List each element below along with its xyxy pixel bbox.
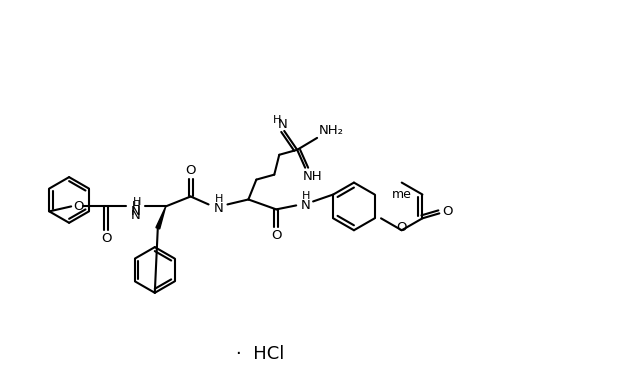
Text: H: H [131,200,140,213]
Text: H: H [132,198,141,207]
Text: O: O [186,164,196,177]
Text: H: H [302,191,310,202]
Text: NH₂: NH₂ [319,124,344,137]
Text: me: me [392,188,412,201]
Text: O: O [73,200,83,213]
Text: N: N [131,209,141,222]
Text: ·  HCl: · HCl [236,345,284,363]
Text: N: N [300,199,310,212]
Text: O: O [442,205,452,218]
Text: NH: NH [302,170,322,183]
Text: N: N [277,119,287,131]
Text: O: O [100,232,111,245]
Polygon shape [156,207,166,229]
Text: H: H [215,194,224,205]
Text: O: O [271,229,282,242]
Text: N: N [214,202,223,215]
Text: O: O [396,221,407,234]
Text: N: N [131,205,141,218]
Text: H: H [273,115,282,125]
